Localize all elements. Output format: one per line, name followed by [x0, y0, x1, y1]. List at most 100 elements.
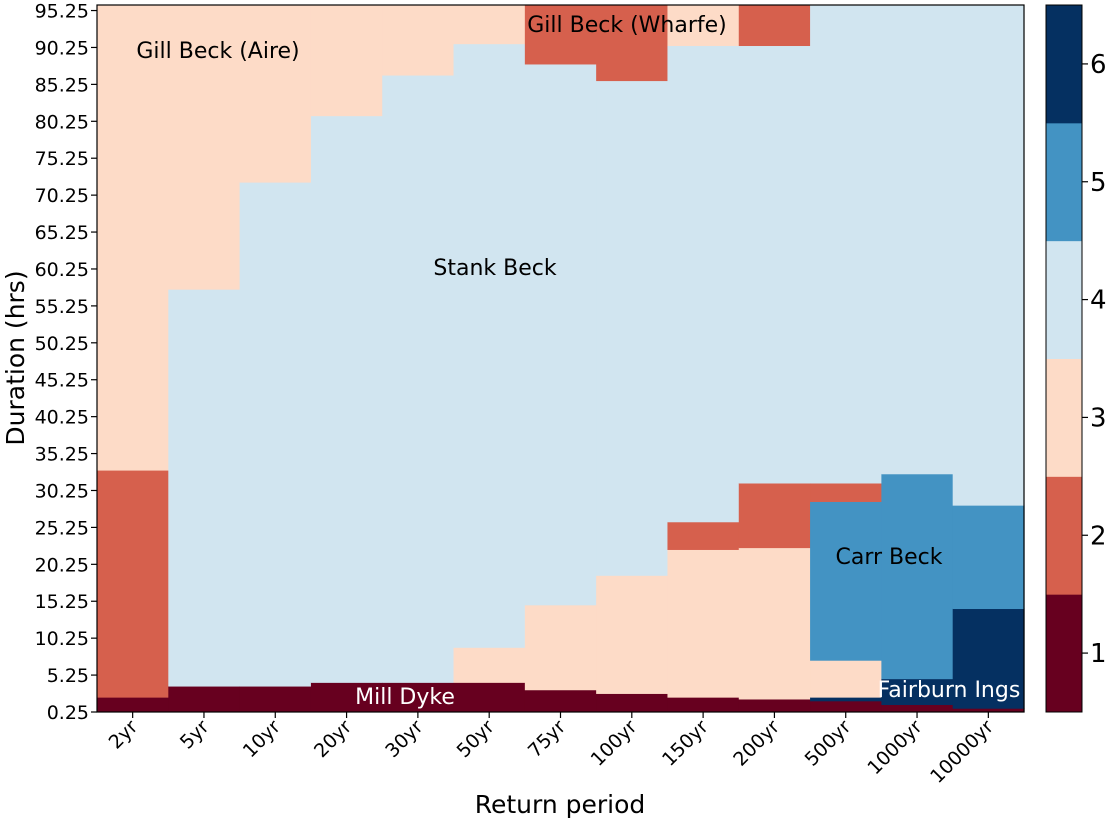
y-tick-label: 80.25 — [35, 111, 89, 133]
heatmap-cell — [810, 5, 882, 484]
heatmap-cell — [810, 501, 882, 661]
y-tick-label: 25.25 — [35, 517, 89, 539]
heatmap-cell — [596, 693, 669, 713]
y-tick-label: 70.25 — [35, 185, 89, 207]
colorbar-segment — [1046, 594, 1082, 713]
heatmap-cell — [382, 682, 455, 713]
x-tick-label: 10000yr — [926, 716, 998, 788]
colorbar-segment — [1046, 5, 1082, 124]
y-tick-label: 15.25 — [35, 591, 89, 613]
heatmap-cell — [453, 5, 526, 45]
heatmap-cell — [738, 483, 811, 549]
colorbar-tick-label: 3 — [1090, 403, 1107, 433]
x-tick-label: 10yr — [239, 716, 285, 762]
region-label: Gill Beck (Aire) — [136, 39, 299, 64]
x-axis: 2yr 5yr 10yr 20yr 30yr 50yr 75yr 100yr 150yr 200y… — [105, 712, 998, 788]
heatmap-cell — [382, 5, 455, 76]
x-tick-label: 100yr — [587, 716, 642, 771]
y-tick-label: 75.25 — [35, 148, 89, 170]
x-tick-label: 5yr — [176, 716, 214, 754]
heatmap-cell — [810, 697, 882, 702]
heatmap-cells — [97, 5, 1025, 713]
y-tick-label: 50.25 — [35, 333, 89, 355]
y-tick-label: 45.25 — [35, 370, 89, 392]
heatmap-cell — [810, 700, 882, 713]
y-tick-label: 10.25 — [35, 628, 89, 650]
heatmap-cell — [952, 5, 1025, 506]
heatmap-cell — [310, 5, 383, 117]
colorbar-tick-label: 6 — [1090, 50, 1107, 80]
x-tick-label: 75yr — [524, 716, 570, 762]
colorbar-tick-label: 4 — [1090, 286, 1107, 316]
y-tick-label: 95.25 — [35, 1, 89, 23]
heatmap-cell — [97, 470, 169, 698]
x-axis-title: Return period — [475, 790, 646, 819]
y-axis-title: Duration (hrs) — [1, 270, 30, 445]
x-tick-label: 200yr — [729, 716, 784, 771]
y-tick-label: 90.25 — [35, 37, 89, 59]
colorbar-tick-label: 2 — [1090, 521, 1107, 551]
x-tick-label: 150yr — [658, 716, 713, 771]
y-tick-label: 30.25 — [35, 480, 89, 502]
colorbar: 1 2 3 4 5 6 — [1045, 4, 1107, 713]
heatmap-cell — [667, 549, 740, 698]
heatmap-cell — [881, 704, 954, 713]
region-label: Fairburn Ings — [878, 678, 1021, 703]
heatmap-cell — [239, 686, 312, 713]
heatmap-cell — [97, 697, 169, 713]
y-tick-label: 85.25 — [35, 74, 89, 96]
y-tick-label: 0.25 — [47, 702, 89, 724]
heatmap-cell — [952, 505, 1025, 610]
y-axis: 0.25 5.25 10.25 15.25 20.25 25.25 30.25 35.25 40… — [35, 1, 97, 724]
y-tick-label: 40.25 — [35, 407, 89, 429]
heatmap-cell — [239, 182, 312, 687]
heatmap-cell — [952, 708, 1025, 713]
x-tick-label: 2yr — [105, 716, 143, 754]
colorbar-segment — [1046, 476, 1082, 595]
colorbar-segment — [1046, 122, 1082, 242]
colorbar-segment — [1046, 358, 1082, 477]
heatmap-cell — [952, 608, 1025, 709]
heatmap-cell — [810, 660, 882, 698]
region-label: Gill Beck (Wharfe) — [527, 13, 727, 38]
heatmap-cell — [524, 604, 597, 691]
heatmap-cell — [596, 80, 669, 576]
region-labels: Gill Beck (Aire) Gill Beck (Wharfe) Stank … — [136, 13, 1020, 710]
heatmap-cell — [168, 686, 241, 713]
heatmap-cell — [310, 115, 383, 683]
heatmap-cell — [738, 45, 811, 484]
heatmap-cell — [596, 5, 669, 82]
heatmap-cell — [168, 289, 241, 687]
heatmap-cell — [667, 5, 740, 47]
y-tick-label: 55.25 — [35, 296, 89, 318]
x-tick-label: 30yr — [381, 716, 427, 762]
heatmap-cell — [239, 5, 312, 183]
heatmap-cell — [524, 689, 597, 713]
region-label: Stank Beck — [433, 256, 556, 281]
heatmap-cell — [881, 5, 954, 475]
x-tick-label: 1000yr — [863, 716, 926, 779]
heatmap-cell — [738, 699, 811, 713]
heatmap-cell — [97, 5, 169, 471]
heatmap-cell — [738, 547, 811, 700]
y-tick-label: 65.25 — [35, 222, 89, 244]
heatmap-cell — [453, 647, 526, 683]
colorbar-tick-label: 5 — [1090, 168, 1107, 198]
heatmap-cell — [667, 45, 740, 523]
heatmap-cell — [453, 682, 526, 713]
y-tick-label: 5.25 — [47, 665, 89, 687]
region-label: Carr Beck — [835, 545, 942, 570]
heatmap-cell — [881, 473, 954, 680]
heatmap-cell — [810, 483, 882, 502]
colorbar-tick-label: 1 — [1090, 639, 1107, 669]
heatmap-cell — [596, 575, 669, 694]
heatmap-cell — [382, 75, 455, 683]
colorbar-segment — [1046, 240, 1082, 359]
heatmap-cell — [738, 5, 811, 47]
region-label: Mill Dyke — [355, 685, 455, 710]
x-tick-label: 50yr — [453, 716, 499, 762]
heatmap-cell — [881, 678, 954, 706]
x-tick-label: 500yr — [801, 716, 856, 771]
colorbar-frame — [1045, 4, 1083, 713]
x-tick-label: 20yr — [310, 716, 356, 762]
